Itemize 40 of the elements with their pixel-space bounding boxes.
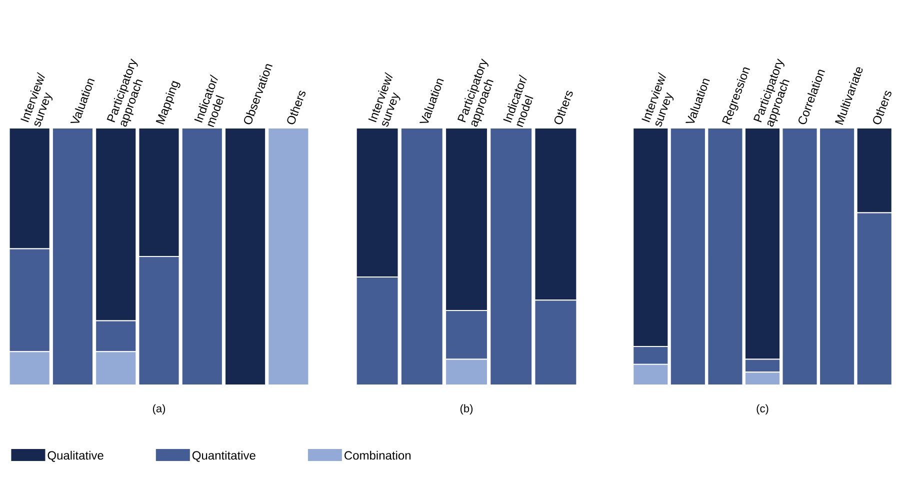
bar: [632, 364, 669, 385]
bar: [356, 276, 399, 385]
legend-label: Quantitative: [192, 450, 256, 462]
bar: [534, 300, 578, 385]
bar: [744, 128, 780, 360]
x-axis-title: (c): [756, 404, 768, 415]
bar: [356, 128, 398, 278]
bar: [181, 128, 223, 385]
legend-label: Qualitative: [48, 450, 104, 462]
bar: [490, 128, 532, 385]
bar: [268, 128, 310, 385]
bar: [9, 128, 50, 249]
bar: [138, 128, 180, 256]
bar: [96, 128, 136, 321]
bar: [708, 128, 743, 385]
bar: [782, 128, 818, 385]
bar: [95, 320, 137, 352]
bar: [95, 351, 137, 385]
bar: [633, 128, 668, 346]
bar: [670, 128, 706, 385]
bar: [856, 128, 892, 214]
x-axis-title: (b): [460, 404, 473, 415]
bar: [446, 128, 488, 310]
bar: [52, 128, 93, 385]
legend-label: Combination: [344, 450, 411, 460]
bar: [445, 310, 488, 360]
bar: [632, 346, 669, 365]
bar: [224, 128, 266, 385]
bar: [744, 372, 781, 385]
x-tick-label: Others: [287, 90, 306, 124]
bar: [8, 248, 50, 352]
bar: [400, 128, 443, 385]
bar: [856, 212, 892, 385]
x-tick-label: Others: [554, 90, 573, 124]
bar: [534, 128, 578, 301]
bar: [138, 256, 180, 385]
bar: [8, 351, 50, 385]
x-tick-label: Others: [873, 90, 892, 124]
x-axis-title: (a): [152, 404, 166, 415]
bar: [820, 128, 855, 385]
